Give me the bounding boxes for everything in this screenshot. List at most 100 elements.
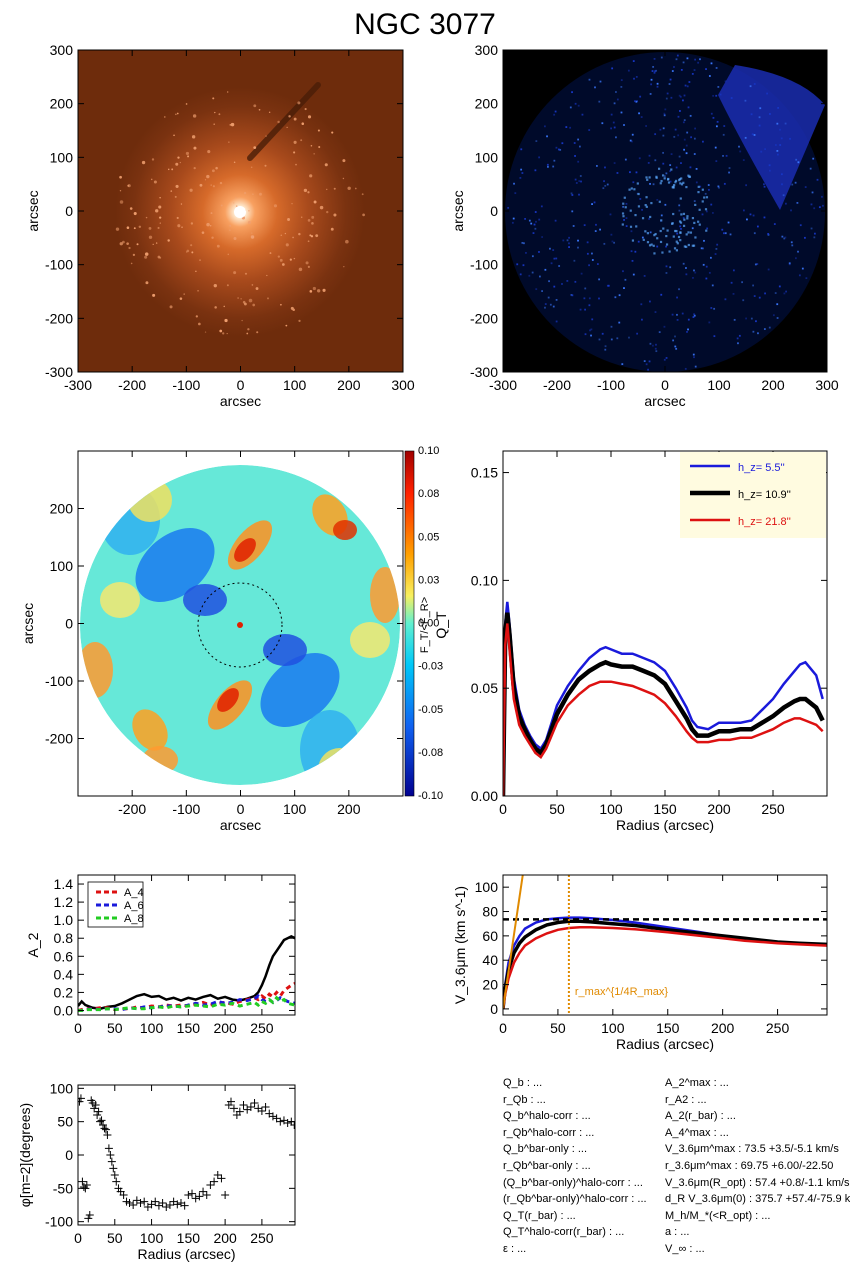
star-point [252,303,256,307]
residual-core-pixel [701,188,704,191]
residual-pixel [693,314,696,317]
residual-pixel [751,133,754,136]
residual-pixel [610,113,613,116]
residual-core-pixel [683,245,686,248]
residual-pixel [814,232,816,235]
residual-pixel [573,259,576,262]
qt-xtick-label: 50 [549,801,565,817]
phase-point [94,1107,103,1116]
phase-point [188,1189,197,1198]
residual-pixel [641,318,643,321]
residual-core-pixel [663,177,666,180]
residual-pixel [660,293,663,296]
residual-pixel [588,129,591,131]
residual-pixel [629,171,631,174]
star-point [295,163,297,166]
residual-pixel [809,167,812,170]
residual-pixel [813,236,816,239]
param-row: Q_b^bar-only : ... [503,1143,588,1156]
star-point [155,242,158,244]
star-point [244,272,248,275]
phase-point [229,1104,238,1113]
residual-pixel [693,269,695,272]
residual-core-pixel [646,241,650,244]
star-point [193,146,197,150]
rc-xtick-label: 250 [766,1020,790,1036]
star-point [309,174,313,178]
ph-ytick-label: -100 [45,1214,73,1230]
residual-pixel [613,162,616,164]
residual-core-pixel [634,213,637,217]
star-point [119,189,122,192]
residual-pixel [540,205,543,208]
residual-pixel [546,135,548,138]
residual-core-pixel [705,196,709,199]
residual-core-pixel [629,225,633,228]
residual-pixel [639,95,642,98]
residual-core-pixel [644,230,647,233]
residual-pixel [590,334,592,337]
residual-pixel [594,86,596,89]
star-point [150,178,153,181]
star-point [152,293,156,297]
residual-pixel [778,285,781,288]
residual-pixel [647,162,650,164]
residual-pixel [664,108,667,111]
residual-pixel [570,293,573,296]
residual-pixel [663,112,666,115]
star-point [183,293,185,295]
map-xlabel: arcsec [220,817,261,833]
phase-point [250,1099,259,1107]
residual-pixel [715,67,718,69]
residual-pixel [559,148,562,151]
residual-pixel [715,248,718,250]
residual-pixel [658,331,661,334]
star-point [177,156,180,159]
star-point [179,297,183,300]
residual-pixel [723,125,726,127]
img2-xtick-label: 100 [707,377,731,393]
star-point [241,319,243,322]
residual-pixel [662,134,665,137]
residual-pixel [744,136,747,139]
map-xtick-label: 200 [337,801,361,817]
params-left-list: Q_b : ... r_Qb : ... Q_b^halo-corr : ... r_… [503,1075,647,1258]
residual-pixel [781,183,783,186]
residual-core-pixel [688,175,691,178]
residual-pixel [624,278,627,281]
residual-pixel [742,299,745,302]
residual-pixel [539,275,541,278]
residual-pixel [804,186,807,188]
phase-point [91,1101,100,1109]
star-point [174,195,177,198]
colorbar-tick-label: 0.03 [418,574,439,586]
residual-pixel [531,271,534,274]
residual-pixel [622,205,625,208]
star-point [199,183,203,187]
residual-pixel [689,114,692,117]
residual-pixel [571,210,574,213]
residual-pixel [737,342,739,345]
param-row: Q_T(r_bar) : ... [503,1209,576,1222]
residual-core-pixel [680,213,683,216]
residual-pixel [749,213,752,216]
star-point [141,160,146,165]
star-point [256,331,259,334]
residual-pixel [578,145,581,148]
map-blob [100,582,140,618]
phase-point [272,1114,281,1123]
residual-core-pixel [624,206,627,209]
residual-pixel [665,265,668,268]
star-point [301,122,305,125]
residual-pixel [631,259,634,262]
star-point [129,207,133,210]
residual-pixel [704,192,707,195]
residual-pixel [524,217,526,220]
residual-core-pixel [621,212,625,215]
star-point [227,91,229,93]
star-point [237,297,239,299]
residual-pixel [674,128,677,131]
ph-xtick-label: 100 [140,1230,164,1246]
residual-pixel [519,177,522,179]
residual-core-pixel [683,218,686,221]
